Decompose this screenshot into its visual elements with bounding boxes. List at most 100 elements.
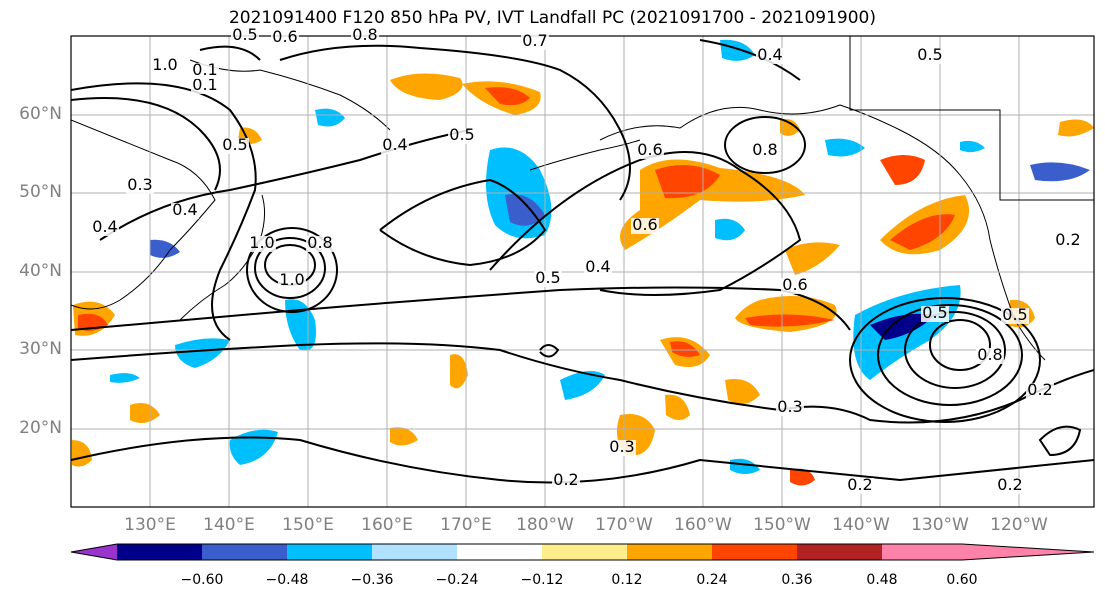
lon-label: 160°E — [361, 515, 413, 535]
contour-label: 0.2 — [553, 470, 578, 489]
colorbar-segment — [797, 544, 882, 560]
contour-label: 1.0 — [152, 55, 177, 74]
colorbar-tick-label: 0.12 — [611, 572, 643, 588]
colorbar-segment — [627, 544, 712, 560]
contour-label-background — [921, 306, 949, 322]
contour-label: 0.4 — [382, 135, 407, 154]
colorbar-low-extension — [71, 544, 117, 560]
contour-label: 0.2 — [847, 475, 872, 494]
colorbar-tick-label: 0.36 — [781, 572, 813, 588]
contour-label: 0.5 — [449, 125, 474, 144]
lon-label: 150°E — [282, 515, 334, 535]
japan-coastline — [179, 194, 266, 321]
pv-positive-region — [450, 354, 468, 389]
pv-negative-region — [870, 313, 935, 340]
colorbar-tick-label: −0.12 — [520, 572, 564, 588]
pv-negative-region — [505, 194, 545, 226]
contour-label-background — [278, 273, 306, 289]
pv-positive-region — [890, 214, 955, 250]
contour-label-background — [781, 278, 809, 294]
colorbar-tick-label: −0.48 — [265, 572, 309, 588]
colorbar-tick-label: −0.60 — [180, 572, 224, 588]
pv-negative-region — [960, 140, 985, 153]
map-frame — [70, 35, 1095, 508]
contour-label-background — [534, 271, 562, 287]
colorbar-segment — [542, 544, 627, 560]
colorbar-segment — [202, 544, 287, 560]
colorbar-segment — [287, 544, 372, 560]
contour-label-background — [521, 34, 549, 50]
pv-shading — [72, 39, 1094, 486]
contour-label: 0.8 — [752, 140, 777, 159]
pv-negative-region — [825, 138, 865, 157]
lon-label: 170°W — [595, 515, 653, 535]
contour-label: 0.6 — [272, 27, 297, 46]
lon-label: 170°E — [440, 515, 492, 535]
contour-label-background — [608, 440, 636, 456]
pv-negative-region — [560, 371, 605, 400]
contour-label-background — [552, 473, 580, 489]
contour-label-background — [248, 236, 276, 252]
contour-label: 0.5 — [535, 268, 560, 287]
pv-positive-region — [665, 394, 690, 420]
contour-label-background — [306, 236, 334, 252]
pv-positive-region — [390, 427, 418, 446]
colorbar-high-extension — [962, 544, 1094, 560]
colorbar — [70, 543, 1095, 561]
contour-label-background — [381, 138, 409, 154]
lat-label: 20°N — [19, 418, 62, 438]
lon-label: 140°E — [203, 515, 255, 535]
pv-positive-region — [130, 402, 160, 424]
contour-label-background — [91, 220, 119, 236]
contour-label-background — [846, 478, 874, 494]
contour-label: 0.5 — [1002, 305, 1027, 324]
contour-label-background — [221, 138, 249, 154]
contour-label-background — [976, 348, 1004, 364]
contour-label-background — [191, 63, 219, 79]
lon-label: 160°W — [674, 515, 732, 535]
lon-label: 130°W — [911, 515, 969, 535]
inset-boundary — [849, 36, 1094, 201]
colorbar-segment — [457, 544, 542, 560]
pv-positive-region — [785, 242, 840, 275]
colorbar-tick-label: −0.36 — [350, 572, 394, 588]
lat-label: 30°N — [19, 339, 62, 359]
pv-negative-region — [730, 458, 760, 474]
contour-label: 0.3 — [609, 437, 634, 456]
contour-label: 1.0 — [279, 270, 304, 289]
contour-label-background — [1001, 308, 1029, 324]
contour-label-background — [584, 260, 612, 276]
pv-positive-region — [485, 87, 530, 106]
pv-negative-region — [175, 338, 230, 368]
colorbar-tick-label: 0.24 — [696, 572, 728, 588]
colorbar-segment — [712, 544, 797, 560]
lon-label: 150°W — [753, 515, 811, 535]
pv-positive-region — [390, 73, 463, 100]
contour-label-background — [231, 28, 259, 44]
colorbar-segment — [882, 544, 962, 560]
lon-label: 130°E — [124, 515, 176, 535]
contour-label: 0.2 — [1027, 380, 1052, 399]
contour-label-background — [448, 128, 476, 144]
pv-positive-region — [880, 155, 925, 185]
contour-label-background — [996, 478, 1024, 494]
colorbar-tick-label: −0.24 — [435, 572, 479, 588]
contour-label-background — [126, 178, 154, 194]
contour-label: 1.0 — [249, 233, 274, 252]
coastlines — [71, 59, 1046, 361]
contour-label: 0.5 — [222, 135, 247, 154]
lat-label: 60°N — [19, 104, 62, 124]
contour-label: 0.6 — [637, 140, 662, 159]
contour-label: 0.6 — [632, 215, 657, 234]
colorbar-tick-label: 0.60 — [946, 572, 978, 588]
contour-label: 0.3 — [777, 397, 802, 416]
contour-label-background — [916, 48, 944, 64]
pv-positive-region — [745, 314, 835, 327]
lon-label: 120°W — [990, 515, 1048, 535]
pv-positive-region — [670, 341, 700, 357]
colorbar-segment — [117, 544, 202, 560]
contour-label: 0.7 — [522, 31, 547, 50]
contour-label: 0.1 — [192, 60, 217, 79]
pv-negative-region — [1030, 162, 1090, 182]
